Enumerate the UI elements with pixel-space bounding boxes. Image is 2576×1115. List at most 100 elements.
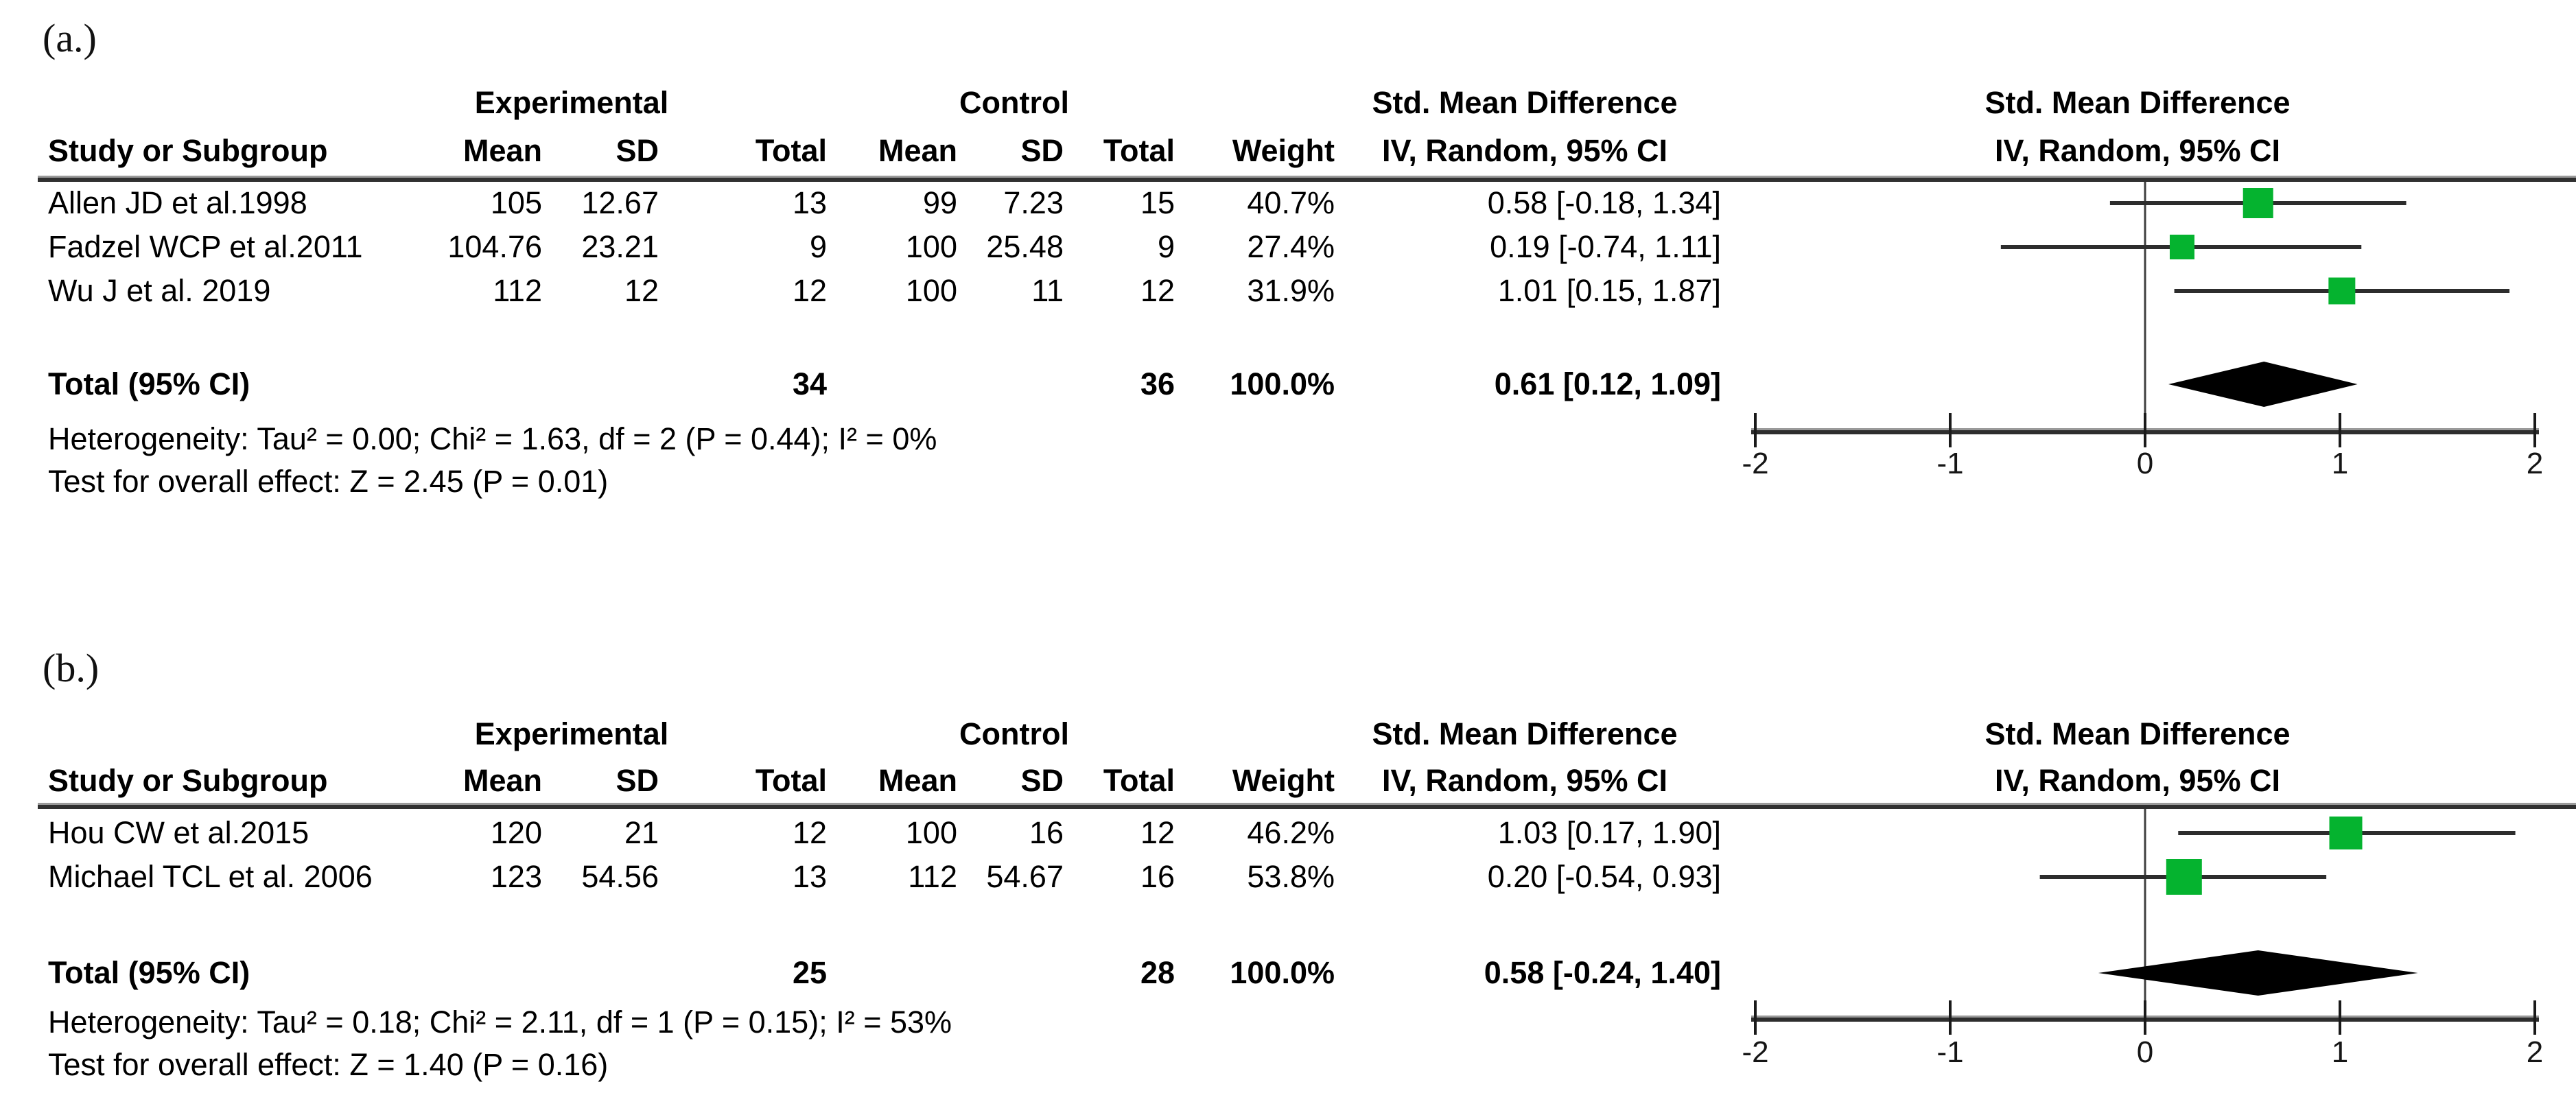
- col-header-total-ctl: Total: [1103, 133, 1175, 168]
- total-exp: 9: [809, 229, 827, 264]
- total-exp-sum: 34: [792, 366, 827, 401]
- group-header-smd-table: Std. Mean Difference: [1372, 716, 1678, 751]
- col-header-total-exp: Total: [755, 763, 827, 798]
- col-header-method-plot: IV, Random, 95% CI: [1995, 763, 2280, 798]
- overall-effect-text: Test for overall effect: Z = 1.40 (P = 0…: [48, 1047, 609, 1082]
- svg-text:0: 0: [2137, 1035, 2153, 1069]
- total-label: Total (95% CI): [48, 955, 250, 990]
- total-exp: 12: [792, 273, 827, 308]
- col-header-study: Study or Subgroup: [48, 763, 328, 798]
- total-ctl: 12: [1140, 273, 1175, 308]
- study-name: Allen JD et al.1998: [48, 185, 307, 220]
- mean-exp: 104.76: [447, 229, 542, 264]
- total-ctl: 9: [1157, 229, 1175, 264]
- group-header-smd-table: Std. Mean Difference: [1372, 85, 1678, 120]
- mean-exp: 112: [493, 273, 542, 308]
- total-ci-text: 0.61 [0.12, 1.09]: [1494, 366, 1721, 401]
- svg-text:1: 1: [2332, 447, 2348, 480]
- mean-exp: 105: [490, 185, 542, 220]
- svg-text:1: 1: [2332, 1035, 2348, 1069]
- sd-ctl: 54.67: [986, 859, 1064, 894]
- total-exp: 12: [792, 815, 827, 850]
- heterogeneity-text: Heterogeneity: Tau² = 0.00; Chi² = 1.63,…: [48, 421, 937, 456]
- ci-text: 0.20 [-0.54, 0.93]: [1487, 859, 1721, 894]
- total-ci-text: 0.58 [-0.24, 1.40]: [1484, 955, 1721, 990]
- heterogeneity-text: Heterogeneity: Tau² = 0.18; Chi² = 2.11,…: [48, 1005, 952, 1040]
- col-header-weight: Weight: [1232, 133, 1335, 168]
- weight: 40.7%: [1247, 185, 1335, 220]
- col-header-mean-ctl: Mean: [878, 763, 957, 798]
- total-ctl-sum: 36: [1140, 366, 1175, 401]
- group-header-control: Control: [959, 716, 1069, 751]
- ci-text: 1.03 [0.17, 1.90]: [1497, 815, 1721, 850]
- ci-text: 0.19 [-0.74, 1.11]: [1490, 229, 1721, 264]
- group-header-control: Control: [959, 85, 1069, 120]
- mean-ctl: 112: [908, 859, 957, 894]
- total-exp: 13: [792, 185, 827, 220]
- sd-ctl: 11: [1031, 273, 1064, 308]
- group-header-smd-plot: Std. Mean Difference: [1984, 85, 2291, 120]
- weight: 31.9%: [1247, 273, 1335, 308]
- panel-b: -2 -1 0 1 2 (b.) Experimental Control Std. M…: [0, 618, 2576, 1115]
- total-ctl: 15: [1140, 185, 1175, 220]
- study-name: Michael TCL et al. 2006: [48, 859, 373, 894]
- total-weight: 100.0%: [1230, 366, 1335, 401]
- sd-ctl: 25.48: [986, 229, 1064, 264]
- svg-text:-1: -1: [1936, 1035, 1963, 1069]
- total-exp: 13: [792, 859, 827, 894]
- mean-exp: 123: [490, 859, 542, 894]
- svg-text:2: 2: [2527, 1035, 2543, 1069]
- col-header-method-table: IV, Random, 95% CI: [1382, 763, 1667, 798]
- col-header-mean-exp: Mean: [462, 763, 542, 798]
- sd-exp: 21: [624, 815, 659, 850]
- total-weight: 100.0%: [1230, 955, 1335, 990]
- weight: 53.8%: [1247, 859, 1335, 894]
- panel-a: -2 -1 0 1 2 (a.) Experimental Control Std. M…: [0, 0, 2576, 556]
- svg-text:-1: -1: [1936, 447, 1963, 480]
- group-header-smd-plot: Std. Mean Difference: [1984, 716, 2291, 751]
- total-ctl-sum: 28: [1140, 955, 1175, 990]
- ci-text: 0.58 [-0.18, 1.34]: [1487, 185, 1721, 220]
- svg-text:-2: -2: [1742, 1035, 1768, 1069]
- col-header-method-plot: IV, Random, 95% CI: [1995, 133, 2280, 168]
- total-ctl: 12: [1140, 815, 1175, 850]
- group-header-experimental: Experimental: [474, 716, 669, 751]
- col-header-weight: Weight: [1232, 763, 1335, 798]
- total-ctl: 16: [1140, 859, 1175, 894]
- sd-exp: 12: [624, 273, 659, 308]
- total-exp-sum: 25: [792, 955, 827, 990]
- sd-exp: 23.21: [581, 229, 659, 264]
- group-header-experimental: Experimental: [474, 85, 669, 120]
- mean-exp: 120: [490, 815, 542, 850]
- svg-text:2: 2: [2527, 447, 2543, 480]
- sd-ctl: 16: [1029, 815, 1064, 850]
- panel-a-label: (a.): [43, 16, 97, 60]
- mean-ctl: 100: [905, 815, 957, 850]
- panel-b-label: (b.): [43, 646, 99, 690]
- weight: 27.4%: [1247, 229, 1335, 264]
- sd-exp: 54.56: [581, 859, 659, 894]
- mean-ctl: 99: [922, 185, 957, 220]
- ci-text: 1.01 [0.15, 1.87]: [1497, 273, 1721, 308]
- col-header-study: Study or Subgroup: [48, 133, 328, 168]
- svg-text:-2: -2: [1742, 447, 1768, 480]
- mean-ctl: 100: [905, 273, 957, 308]
- mean-ctl: 100: [905, 229, 957, 264]
- col-header-mean-exp: Mean: [462, 133, 542, 168]
- col-header-total-exp: Total: [755, 133, 827, 168]
- col-header-total-ctl: Total: [1103, 763, 1175, 798]
- study-name: Hou CW et al.2015: [48, 815, 309, 850]
- sd-ctl: 7.23: [1003, 185, 1064, 220]
- col-header-method-table: IV, Random, 95% CI: [1382, 133, 1667, 168]
- col-header-sd-ctl: SD: [1020, 133, 1064, 168]
- study-name: Wu J et al. 2019: [48, 273, 271, 308]
- total-label: Total (95% CI): [48, 366, 250, 401]
- col-header-sd-ctl: SD: [1020, 763, 1064, 798]
- col-header-sd-exp: SD: [616, 133, 659, 168]
- col-header-mean-ctl: Mean: [878, 133, 957, 168]
- col-header-sd-exp: SD: [616, 763, 659, 798]
- weight: 46.2%: [1247, 815, 1335, 850]
- svg-text:0: 0: [2137, 447, 2153, 480]
- overall-effect-text: Test for overall effect: Z = 2.45 (P = 0…: [48, 464, 609, 499]
